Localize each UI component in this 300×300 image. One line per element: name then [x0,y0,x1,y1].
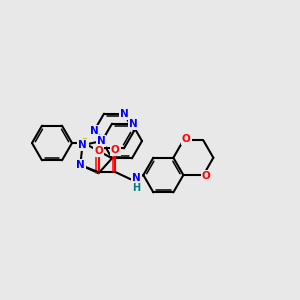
Text: N: N [76,160,85,170]
Text: N: N [129,119,137,129]
Text: N: N [120,109,128,119]
Text: N: N [78,140,87,150]
Text: O: O [182,134,191,144]
Text: H: H [132,183,140,193]
Text: N: N [132,173,141,183]
Text: O: O [111,145,120,155]
Text: O: O [94,146,103,156]
Text: O: O [202,171,211,181]
Text: N: N [97,136,105,146]
Text: N: N [90,126,98,136]
Text: S: S [80,138,88,148]
